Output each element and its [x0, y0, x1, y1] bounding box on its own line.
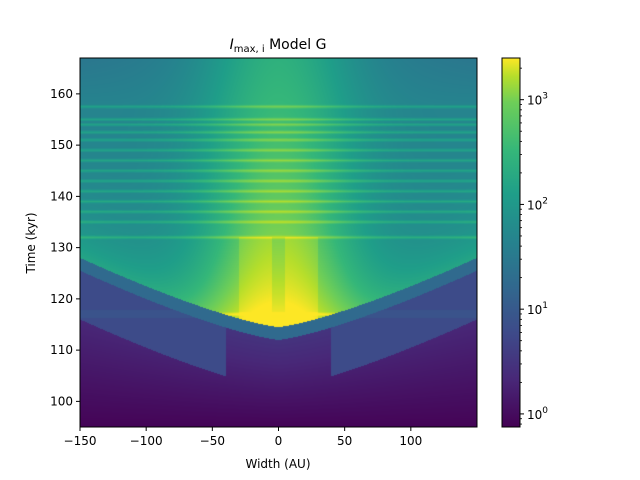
colorbar-tick-label: 100 [527, 406, 548, 422]
y-tick-label: 140 [50, 189, 73, 203]
colorbar-tick-label: 101 [527, 301, 548, 317]
y-tick-label: 100 [50, 394, 73, 408]
y-tick-label: 130 [50, 241, 73, 255]
colorbar-tick-label: 103 [527, 92, 548, 108]
x-axis-label: Width (AU) [245, 457, 310, 471]
chart-title: Imax, i Model G [230, 37, 327, 55]
x-tick-label: −50 [200, 434, 225, 448]
y-tick-label: 160 [50, 87, 73, 101]
colorbar [502, 58, 520, 427]
heatmap-image [80, 58, 477, 427]
y-tick-label: 110 [50, 343, 73, 357]
y-axis-label: Time (kyr) [24, 212, 38, 274]
y-tick-label: 150 [50, 138, 73, 152]
x-tick-label: 0 [275, 434, 283, 448]
y-tick-label: 120 [50, 292, 73, 306]
x-tick-label: −100 [130, 434, 163, 448]
x-tick-label: 100 [399, 434, 422, 448]
y-axis: 100 110 120 130 140 150 160 [50, 87, 80, 408]
colorbar-frame [501, 57, 521, 428]
colorbar-tick-label: 102 [527, 196, 548, 212]
x-axis: −150 −100 −50 0 50 100 [64, 427, 422, 448]
colorbar-axis: 100 101 102 103 [520, 67, 548, 425]
x-tick-label: −150 [64, 434, 97, 448]
x-tick-label: 50 [337, 434, 352, 448]
